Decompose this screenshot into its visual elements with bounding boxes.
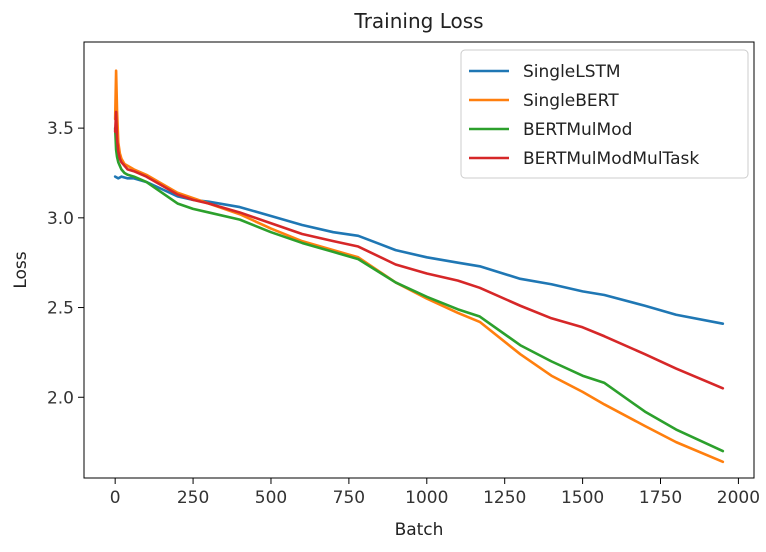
x-tick-label: 0	[110, 488, 121, 508]
legend-label-singlelstm: SingleLSTM	[523, 62, 621, 82]
axes-frame	[83, 41, 755, 479]
x-tick-label: 750	[333, 488, 365, 508]
x-tick-label: 1500	[561, 488, 604, 508]
legend-label-bertmulmodmultask: BERTMulModMulTask	[523, 149, 699, 169]
series-line-singlebert	[113, 69, 725, 464]
axes: 0 250 500 750 1000 1250 1500 1750 2000 2.0 2.5 3.0 3…	[47, 41, 760, 508]
y-tick-label: 2.0	[47, 388, 74, 408]
x-tick-label: 500	[255, 488, 287, 508]
series-line-bertmulmod	[113, 126, 725, 453]
x-tick-label: 1000	[405, 488, 448, 508]
y-tick-label: 3.0	[47, 209, 74, 229]
legend: SingleLSTM SingleBERT BERTMulMod BERTMulMod…	[460, 49, 749, 179]
x-axis-label: Batch	[395, 520, 444, 540]
x-tick-label: 1750	[639, 488, 682, 508]
legend-box	[460, 49, 749, 179]
plot-area	[113, 69, 725, 464]
x-tick-label: 250	[177, 488, 209, 508]
series-line-bertmulmodmultask	[113, 110, 725, 390]
y-tick-label: 2.5	[47, 299, 74, 319]
x-tick-label: 1250	[483, 488, 526, 508]
y-tick-label: 3.5	[47, 119, 74, 139]
legend-label-singlebert: SingleBERT	[523, 91, 619, 111]
series-line-singlelstm	[113, 175, 725, 326]
x-tick-label: 2000	[717, 488, 760, 508]
chart-title: Training Loss	[353, 9, 483, 33]
y-axis-label: Loss	[11, 251, 31, 288]
legend-label-bertmulmod: BERTMulMod	[523, 120, 632, 140]
